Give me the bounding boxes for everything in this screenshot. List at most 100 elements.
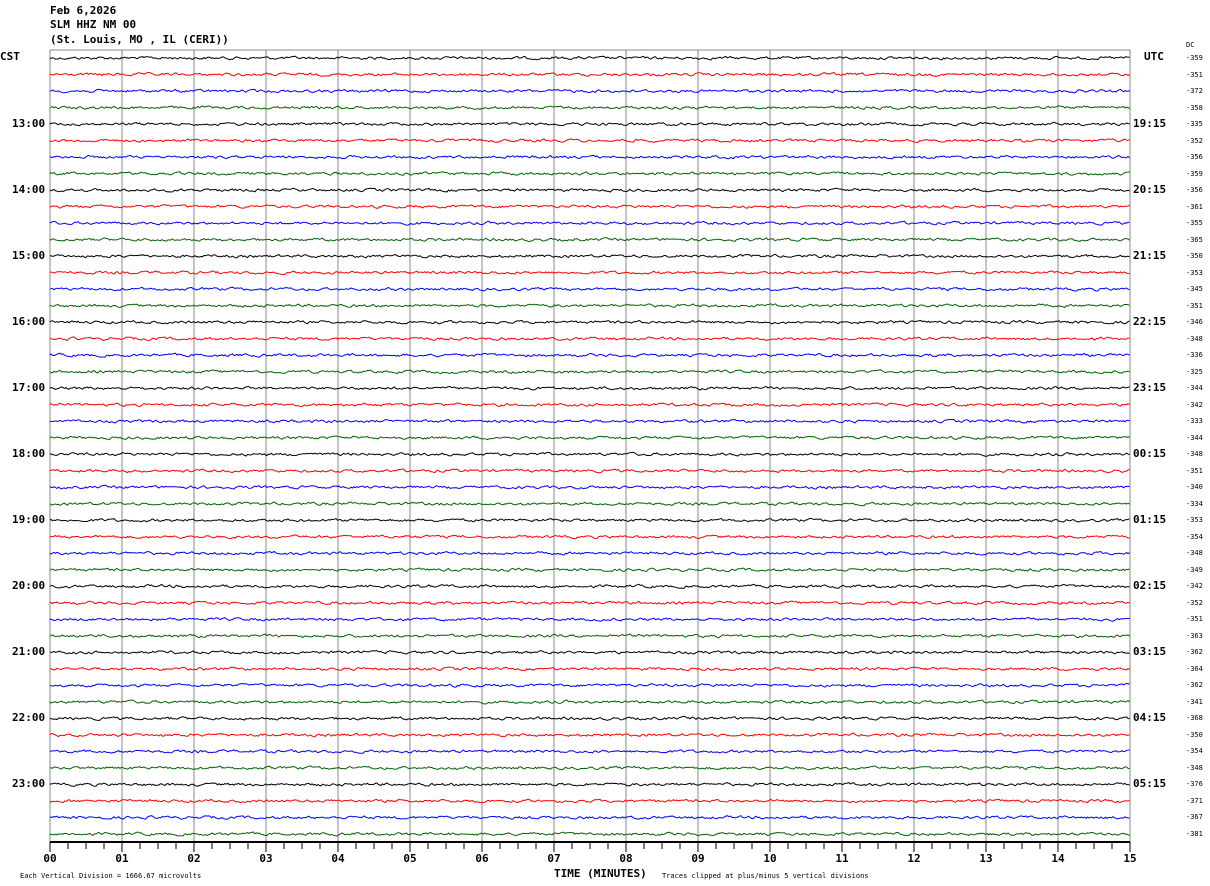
x-tick-label: 11 — [835, 852, 849, 865]
cst-hour-label: 23:00 — [12, 777, 46, 791]
cst-hour-label: 21:00 — [12, 645, 46, 659]
dc-offset-label: -381 — [1186, 830, 1203, 838]
x-tick-label: 04 — [331, 852, 345, 865]
trace-row-3 — [49, 105, 1130, 110]
clip-note: Traces clipped at plus/minus 5 vertical … — [662, 872, 869, 880]
dc-offset-label: -344 — [1186, 433, 1203, 442]
x-tick-label: 05 — [403, 852, 416, 865]
dc-offset-label: -358 — [1186, 103, 1203, 112]
dc-offset-label: -368 — [1186, 714, 1203, 723]
dc-offset-label: -333 — [1186, 417, 1203, 426]
dc-offset-label: -336 — [1186, 351, 1203, 360]
trace-row-20 — [49, 385, 1130, 391]
dc-offset-label: -351 — [1186, 615, 1203, 624]
dc-offset-label: -361 — [1186, 202, 1203, 211]
dc-offset-label: -362 — [1186, 648, 1203, 657]
trace-row-7 — [49, 171, 1130, 176]
dc-offset-label: -364 — [1186, 664, 1203, 673]
trace-row-27 — [49, 501, 1130, 507]
x-tick-label: 02 — [187, 852, 200, 865]
cst-hour-label: 13:00 — [12, 117, 46, 131]
dc-offset-label: -348 — [1186, 763, 1203, 772]
dc-header: DC — [1186, 41, 1195, 49]
dc-offset-label: -345 — [1186, 285, 1203, 294]
trace-row-32 — [49, 583, 1130, 589]
trace-row-31 — [49, 567, 1130, 573]
dc-offset-label: -359 — [1186, 169, 1203, 178]
dc-offset-label: -356 — [1186, 153, 1203, 162]
x-tick-label: 09 — [691, 852, 704, 865]
trace-row-34 — [49, 616, 1130, 622]
station-label: SLM HHZ NM 00 — [50, 18, 137, 31]
trace-row-4 — [49, 121, 1130, 127]
dc-offset-label: -350 — [1186, 730, 1203, 739]
cst-hour-label: 18:00 — [12, 447, 46, 461]
trace-row-17 — [49, 336, 1130, 342]
trace-row-43 — [49, 765, 1130, 771]
right-timezone: UTC — [1144, 50, 1164, 63]
x-tick-label: 13 — [979, 852, 992, 865]
dc-offset-label: -353 — [1186, 268, 1203, 277]
cst-hour-label: 20:00 — [12, 579, 46, 593]
trace-row-29 — [49, 534, 1130, 540]
trace-row-36 — [49, 649, 1130, 655]
cst-hour-label: 17:00 — [12, 381, 46, 395]
dc-offset-label: -356 — [1186, 186, 1203, 195]
utc-hour-label: 02:15 — [1133, 579, 1167, 593]
trace-row-38 — [49, 682, 1130, 688]
dc-offset-label: -351 — [1186, 70, 1203, 79]
plot-frame — [49, 49, 1131, 843]
trace-row-45 — [49, 798, 1130, 804]
utc-hour-label: 01:15 — [1133, 513, 1167, 527]
utc-hour-label: 05:15 — [1133, 777, 1167, 791]
dc-offset-label: -353 — [1186, 516, 1203, 525]
utc-hour-label: 19:15 — [1133, 117, 1167, 131]
x-axis-label: TIME (MINUTES) — [554, 867, 647, 880]
trace-row-26 — [49, 484, 1130, 490]
trace-row-6 — [49, 154, 1130, 160]
utc-hour-label: 03:15 — [1133, 645, 1167, 659]
dc-offset-label: -340 — [1186, 483, 1203, 492]
x-tick-label: 03 — [259, 852, 272, 865]
trace-row-47 — [49, 831, 1130, 837]
x-tick-label: 15 — [1123, 852, 1136, 865]
utc-hour-label: 21:15 — [1133, 249, 1167, 263]
trace-row-24 — [49, 451, 1130, 457]
dc-offset-label: -355 — [1186, 219, 1203, 228]
trace-row-16 — [49, 319, 1130, 325]
x-tick-label: 08 — [619, 852, 632, 865]
utc-hour-label: 04:15 — [1133, 711, 1167, 725]
trace-row-18 — [49, 352, 1130, 358]
dc-offset-label: -334 — [1186, 499, 1203, 508]
trace-row-33 — [49, 600, 1130, 606]
dc-offset-label: -365 — [1186, 235, 1203, 244]
trace-row-0 — [49, 55, 1130, 61]
left-timezone: CST — [0, 50, 20, 63]
trace-row-39 — [49, 699, 1130, 705]
dc-offset-label: -352 — [1186, 136, 1203, 145]
dc-offset-label: -367 — [1186, 813, 1203, 822]
cst-hour-label: 16:00 — [12, 315, 46, 329]
cst-hour-label: 14:00 — [12, 183, 46, 197]
trace-row-15 — [49, 303, 1130, 309]
dc-offset-label: -354 — [1186, 532, 1203, 541]
utc-hour-label: 23:15 — [1133, 381, 1167, 395]
x-tick-label: 06 — [475, 852, 489, 865]
trace-row-9 — [49, 204, 1130, 209]
dc-offset-label: -346 — [1186, 318, 1203, 327]
dc-offset-label: -351 — [1186, 301, 1203, 310]
x-tick-label: 01 — [115, 852, 129, 865]
dc-offset-label: -350 — [1186, 252, 1203, 261]
utc-hour-label: 00:15 — [1133, 447, 1167, 461]
x-tick-label: 12 — [907, 852, 920, 865]
trace-row-28 — [49, 517, 1130, 523]
location-label: (St. Louis, MO , IL (CERI)) — [50, 33, 229, 46]
x-tick-label: 00 — [43, 852, 56, 865]
trace-row-1 — [50, 71, 1130, 77]
cst-hour-label: 19:00 — [12, 513, 46, 527]
dc-offset-label: -363 — [1186, 631, 1203, 640]
x-tick-label: 10 — [763, 852, 776, 865]
cst-hour-label: 22:00 — [12, 711, 46, 725]
trace-row-30 — [49, 550, 1130, 556]
trace-row-40 — [49, 715, 1130, 722]
